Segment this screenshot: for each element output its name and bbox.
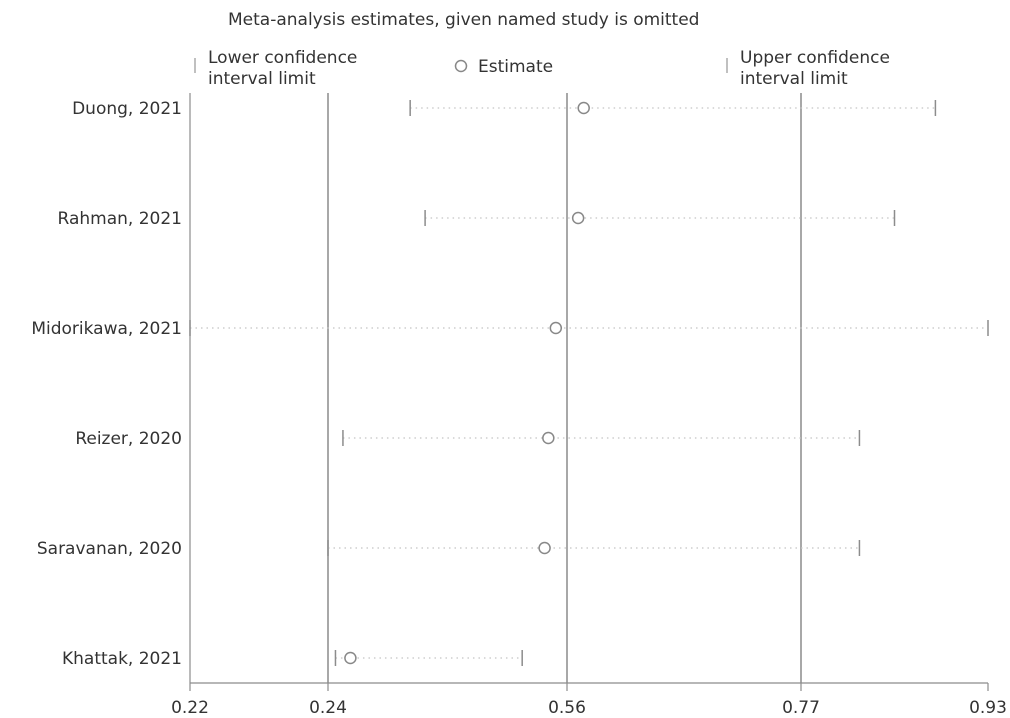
legend-estimate-label: Estimate — [478, 57, 553, 77]
legend-estimate-marker — [454, 59, 468, 73]
estimate-point — [542, 431, 555, 445]
study-label: Reizer, 2020 — [75, 429, 182, 449]
legend-upper-line2: interval limit — [740, 69, 848, 89]
estimate-point — [571, 211, 585, 225]
estimate-point — [577, 101, 590, 115]
x-tick-label: 0.56 — [548, 698, 586, 718]
estimate-point — [549, 321, 563, 335]
legend: Lower confidence interval limit Estimate… — [194, 48, 890, 89]
legend-lower-line2: interval limit — [208, 69, 316, 89]
estimate-point — [344, 651, 357, 665]
study-label: Saravanan, 2020 — [37, 539, 182, 559]
legend-upper-line1: Upper confidence — [740, 48, 890, 68]
study-label: Duong, 2021 — [72, 99, 182, 119]
study-label: Rahman, 2021 — [58, 209, 182, 229]
legend-lower-line1: Lower confidence — [208, 48, 357, 68]
study-label: Khattak, 2021 — [62, 649, 182, 669]
plot-area: 0.22 0.24 0.56 0.77 0.93 Duong, 2021 Rahman, 2… — [31, 93, 1007, 718]
x-tick-label: 0.24 — [309, 698, 347, 718]
x-tick-label: 0.93 — [969, 698, 1007, 718]
x-tick-label: 0.22 — [171, 698, 209, 718]
study-label: Midorikawa, 2021 — [31, 319, 182, 339]
x-tick-label: 0.77 — [782, 698, 820, 718]
chart-title: Meta-analysis estimates, given named stu… — [228, 10, 699, 30]
estimate-point — [538, 541, 551, 555]
